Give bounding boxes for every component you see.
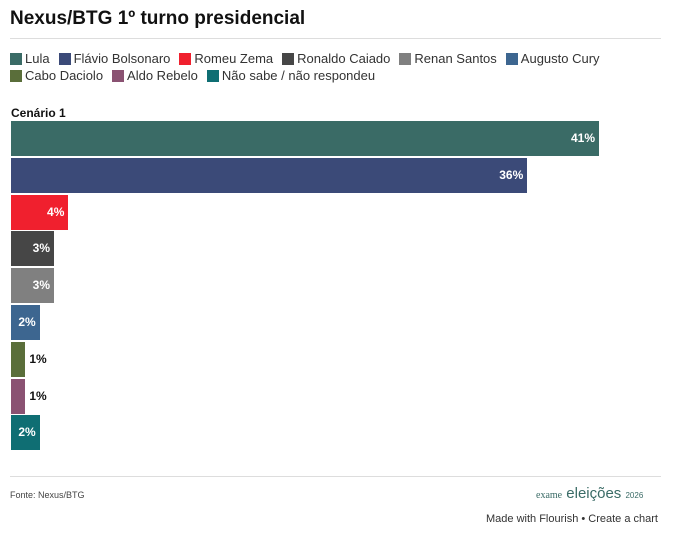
legend-item[interactable]: Lula: [10, 51, 50, 66]
legend-item[interactable]: Augusto Cury: [505, 51, 600, 66]
exame-eleicoes-logo: exame eleições 2026: [536, 485, 643, 502]
legend-swatch: [179, 52, 192, 65]
legend-label: Cabo Daciolo: [25, 68, 104, 83]
legend-swatch: [58, 52, 71, 65]
data-label: 2%: [18, 425, 36, 440]
bar-ronaldo-caiado[interactable]: [11, 231, 55, 267]
data-label: 4%: [47, 204, 65, 219]
legend-swatch: [206, 69, 219, 82]
bar-cabo-daciolo[interactable]: [11, 341, 26, 377]
legend-label: Renan Santos: [414, 51, 497, 66]
bar-fl-vio-bolsonaro[interactable]: [11, 157, 528, 193]
source-note: Fonte: Nexus/BTG: [10, 490, 85, 500]
legend-label: Augusto Cury: [520, 51, 600, 66]
legend-item[interactable]: Romeu Zema: [179, 51, 273, 66]
legend-label: Ronaldo Caiado: [297, 51, 391, 66]
legend-swatch: [112, 69, 125, 82]
legend-swatch: [505, 52, 518, 65]
data-label: 1%: [29, 388, 47, 403]
divider: [10, 38, 661, 39]
legend: Lula Flávio Bolsonaro Romeu Zema Ronaldo Ca…: [10, 51, 660, 83]
bar-augusto-cury[interactable]: [11, 305, 40, 340]
legend-swatch: [282, 52, 295, 65]
chart-title: Nexus/BTG 1º turno presidencial: [10, 8, 306, 29]
data-label: 41%: [570, 131, 595, 145]
legend-item[interactable]: Flávio Bolsonaro: [58, 51, 171, 66]
logo-year: 2026: [625, 491, 644, 500]
bar-n-o-sabe-n-o-respondeu[interactable]: [11, 415, 40, 451]
legend-swatch: [10, 52, 22, 65]
legend-label: Não sabe / não respondeu: [221, 68, 376, 83]
flourish-credit-link[interactable]: Made with Flourish • Create a chart: [486, 513, 658, 525]
legend-swatch: [10, 69, 22, 82]
logo-eleicoes: eleições: [566, 485, 622, 502]
legend-item[interactable]: Renan Santos: [399, 51, 497, 66]
bar-renan-santos[interactable]: [11, 268, 55, 304]
legend-item[interactable]: Cabo Daciolo: [10, 68, 103, 83]
bar-aldo-rebelo[interactable]: [11, 378, 26, 414]
data-label: 3%: [32, 278, 51, 293]
legend-item[interactable]: Não sabe / não respondeu: [206, 68, 376, 83]
legend-label: Flávio Bolsonaro: [73, 51, 171, 66]
bar-romeu-zema[interactable]: [11, 194, 69, 230]
legend-label: Lula: [25, 51, 50, 66]
legend-label: Aldo Rebelo: [127, 68, 198, 83]
divider: [10, 476, 661, 477]
legend-item[interactable]: Aldo Rebelo: [112, 68, 198, 83]
legend-label: Romeu Zema: [194, 51, 274, 66]
data-label: 3%: [32, 241, 51, 256]
bar-lula[interactable]: [11, 121, 599, 156]
logo-exame: exame: [536, 490, 563, 501]
data-label: 1%: [29, 351, 47, 366]
chart-subtitle: Cenário 1: [11, 106, 66, 120]
data-label: 36%: [499, 167, 524, 182]
data-label: 2%: [18, 315, 36, 329]
legend-swatch: [399, 52, 412, 65]
legend-item[interactable]: Ronaldo Caiado: [282, 51, 390, 66]
